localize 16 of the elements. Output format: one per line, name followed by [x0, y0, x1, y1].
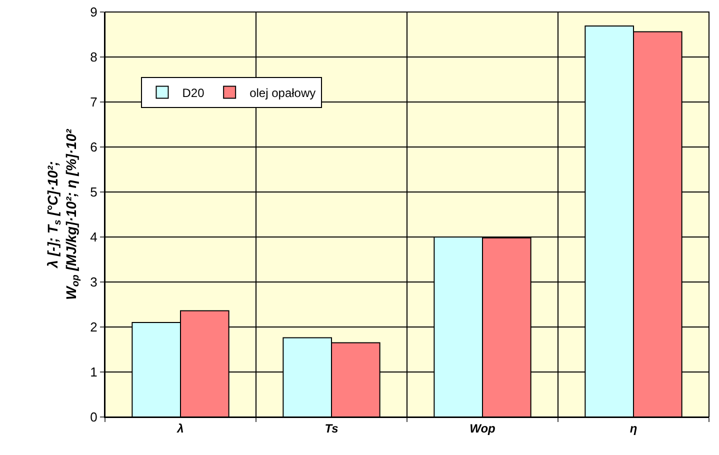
y-tick-label: 1 [90, 364, 98, 380]
legend-label: D20 [182, 86, 205, 100]
y-tick-label: 6 [90, 140, 98, 155]
y-tick-label: 7 [90, 94, 98, 110]
y-tick-label: 9 [90, 4, 98, 20]
x-tick-label: Ts [324, 421, 339, 436]
y-tick-label: 4 [90, 230, 98, 245]
x-tick-label: η [630, 421, 638, 436]
y-tick-label: 2 [90, 320, 98, 335]
y-tick-label: 8 [90, 50, 98, 65]
x-tick-label: λ [176, 421, 184, 436]
legend-label: olej opałowy [250, 86, 316, 100]
y-tick-label: 0 [90, 410, 98, 425]
y-tick-label: 5 [90, 184, 98, 200]
y-tick-label: 3 [90, 274, 98, 290]
x-tick-label: Wop [470, 421, 496, 436]
